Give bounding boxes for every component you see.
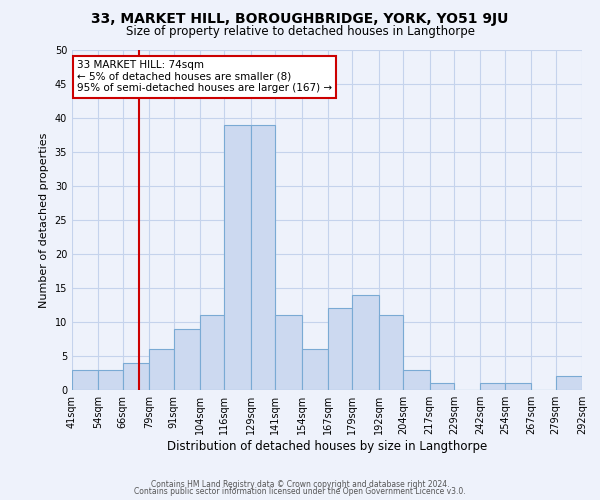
Bar [481, 383, 505, 390]
Text: Size of property relative to detached houses in Langthorpe: Size of property relative to detached ho… [125, 25, 475, 38]
Bar [302, 349, 328, 390]
Text: Contains public sector information licensed under the Open Government Licence v3: Contains public sector information licen… [134, 487, 466, 496]
Text: 33, MARKET HILL, BOROUGHBRIDGE, YORK, YO51 9JU: 33, MARKET HILL, BOROUGHBRIDGE, YORK, YO… [91, 12, 509, 26]
Bar [224, 125, 251, 390]
Bar [352, 295, 379, 390]
Bar [200, 315, 224, 390]
Bar [430, 383, 454, 390]
Bar [173, 329, 200, 390]
Text: Contains HM Land Registry data © Crown copyright and database right 2024.: Contains HM Land Registry data © Crown c… [151, 480, 449, 489]
Bar [123, 363, 149, 390]
Bar [403, 370, 430, 390]
Bar [379, 315, 403, 390]
Bar [72, 370, 98, 390]
Y-axis label: Number of detached properties: Number of detached properties [39, 132, 49, 308]
Bar [98, 370, 123, 390]
Bar [505, 383, 531, 390]
Text: 33 MARKET HILL: 74sqm
← 5% of detached houses are smaller (8)
95% of semi-detach: 33 MARKET HILL: 74sqm ← 5% of detached h… [77, 60, 332, 94]
Bar [251, 125, 275, 390]
Bar [275, 315, 302, 390]
Bar [556, 376, 582, 390]
Bar [328, 308, 352, 390]
X-axis label: Distribution of detached houses by size in Langthorpe: Distribution of detached houses by size … [167, 440, 487, 453]
Bar [149, 349, 173, 390]
